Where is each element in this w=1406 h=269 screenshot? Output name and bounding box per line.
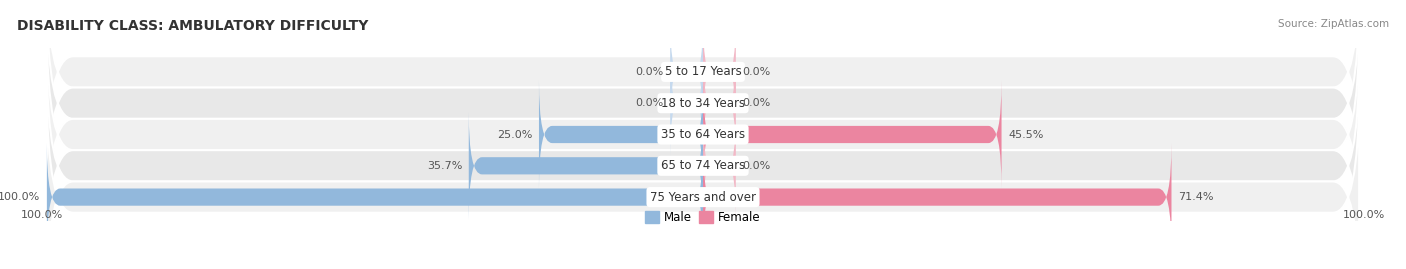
- Text: 35.7%: 35.7%: [427, 161, 463, 171]
- FancyBboxPatch shape: [468, 112, 703, 220]
- Text: 100.0%: 100.0%: [1343, 210, 1385, 220]
- Text: 0.0%: 0.0%: [636, 98, 664, 108]
- FancyBboxPatch shape: [703, 80, 1001, 189]
- Text: 18 to 34 Years: 18 to 34 Years: [661, 97, 745, 110]
- Text: 5 to 17 Years: 5 to 17 Years: [665, 65, 741, 78]
- Text: 25.0%: 25.0%: [498, 129, 533, 140]
- Text: 75 Years and over: 75 Years and over: [650, 191, 756, 204]
- FancyBboxPatch shape: [703, 112, 735, 220]
- Text: 35 to 64 Years: 35 to 64 Years: [661, 128, 745, 141]
- Text: 71.4%: 71.4%: [1178, 192, 1213, 202]
- FancyBboxPatch shape: [46, 0, 1360, 182]
- FancyBboxPatch shape: [538, 80, 703, 189]
- FancyBboxPatch shape: [671, 49, 703, 157]
- FancyBboxPatch shape: [703, 49, 735, 157]
- Text: 0.0%: 0.0%: [742, 161, 770, 171]
- Text: 45.5%: 45.5%: [1008, 129, 1043, 140]
- Text: DISABILITY CLASS: AMBULATORY DIFFICULTY: DISABILITY CLASS: AMBULATORY DIFFICULTY: [17, 19, 368, 33]
- Text: 100.0%: 100.0%: [0, 192, 41, 202]
- Text: 0.0%: 0.0%: [636, 67, 664, 77]
- Text: 0.0%: 0.0%: [742, 98, 770, 108]
- Text: 0.0%: 0.0%: [742, 67, 770, 77]
- FancyBboxPatch shape: [671, 18, 703, 126]
- FancyBboxPatch shape: [703, 143, 1171, 251]
- FancyBboxPatch shape: [46, 56, 1360, 269]
- FancyBboxPatch shape: [703, 18, 735, 126]
- FancyBboxPatch shape: [46, 143, 703, 251]
- Text: Source: ZipAtlas.com: Source: ZipAtlas.com: [1278, 19, 1389, 29]
- FancyBboxPatch shape: [46, 0, 1360, 213]
- FancyBboxPatch shape: [46, 87, 1360, 269]
- Text: 65 to 74 Years: 65 to 74 Years: [661, 159, 745, 172]
- Legend: Male, Female: Male, Female: [641, 206, 765, 228]
- FancyBboxPatch shape: [46, 25, 1360, 244]
- Text: 100.0%: 100.0%: [21, 210, 63, 220]
